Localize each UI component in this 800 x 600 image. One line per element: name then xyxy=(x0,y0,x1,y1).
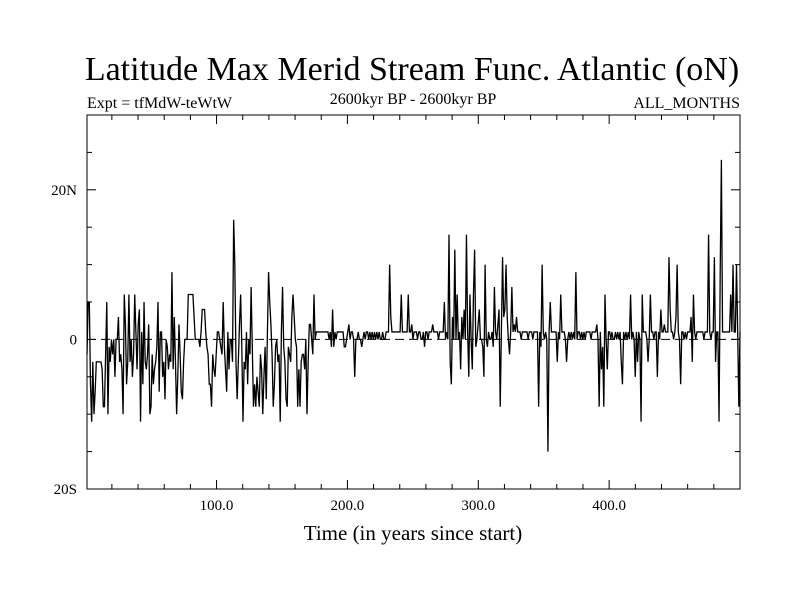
x-axis-label: Time (in years since start) xyxy=(304,521,523,545)
chart-subtitle-right: ALL_MONTHS xyxy=(633,95,740,112)
x-tick-label: 100.0 xyxy=(200,498,234,514)
chart-subtitle-left: Expt = tfMdW-teWtW xyxy=(87,95,233,112)
x-tick-label: 300.0 xyxy=(461,498,495,514)
chart-title: Latitude Max Merid Stream Func. Atlantic… xyxy=(85,51,739,88)
y-tick-label: 0 xyxy=(70,332,78,348)
x-tick-label: 400.0 xyxy=(592,498,626,514)
y-tick-label: 20N xyxy=(51,183,77,199)
plot-area: 100.0 200.0 300.0 400.0 20S 0 20N xyxy=(51,114,741,514)
chart-subtitle-center: 2600kyr BP - 2600kyr BP xyxy=(330,91,497,108)
series-line xyxy=(86,159,741,452)
x-tick-label: 200.0 xyxy=(331,498,365,514)
y-tick-label: 20S xyxy=(54,482,77,498)
